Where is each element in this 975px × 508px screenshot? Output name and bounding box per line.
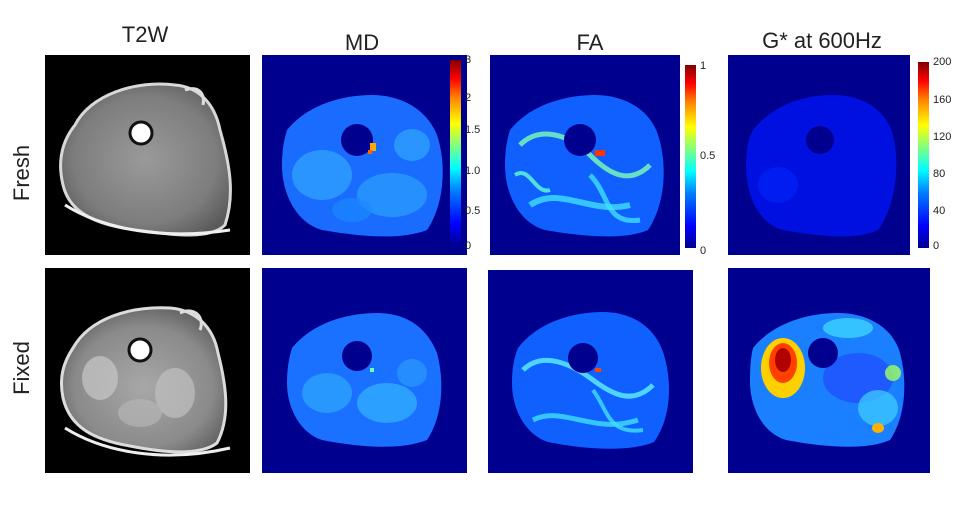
gstar-tick-label: 160: [933, 94, 952, 106]
column-title-gstar: G* at 600Hz: [762, 28, 882, 53]
md-tick-label: 1.5: [465, 124, 481, 136]
md-colorbar: [450, 60, 461, 246]
md-fresh-map: [262, 55, 467, 255]
gstar-tick-label: 80: [933, 168, 946, 180]
fa-tick-label: 0.5: [700, 150, 716, 162]
gstar-tick-label: 200: [933, 56, 952, 68]
gstar-tick-label: 120: [933, 131, 952, 143]
fa-colorbar: [685, 65, 696, 248]
fa-fixed-map: [488, 270, 693, 473]
column-title-md: MD: [344, 30, 380, 55]
md-tick-label: 1.0: [465, 165, 481, 177]
fa-tick-label: 0: [700, 245, 707, 257]
md-tick-label: 0: [465, 240, 472, 252]
gstar-fixed-map: [728, 268, 930, 473]
gstar-tick-label: 0: [933, 240, 940, 252]
md-tick-label: 3: [465, 54, 472, 66]
gstar-fresh-map: [728, 55, 910, 255]
md-tick-label: 2: [465, 92, 472, 104]
md-tick-label: 0.5: [465, 205, 481, 217]
fa-fresh-map: [490, 55, 680, 255]
gstar-colorbar: [918, 62, 929, 248]
fa-tick-label: 1: [700, 60, 707, 72]
row-label-fixed: Fixed: [9, 341, 34, 395]
column-title-t2w: T2W: [121, 22, 169, 47]
row-label-fresh: Fresh: [9, 144, 34, 202]
t2w-fixed-image: [45, 268, 250, 473]
column-title-fa: FA: [576, 30, 604, 55]
md-fixed-map: [262, 268, 467, 473]
gstar-tick-label: 40: [933, 205, 946, 217]
t2w-fresh-image: [45, 55, 250, 255]
